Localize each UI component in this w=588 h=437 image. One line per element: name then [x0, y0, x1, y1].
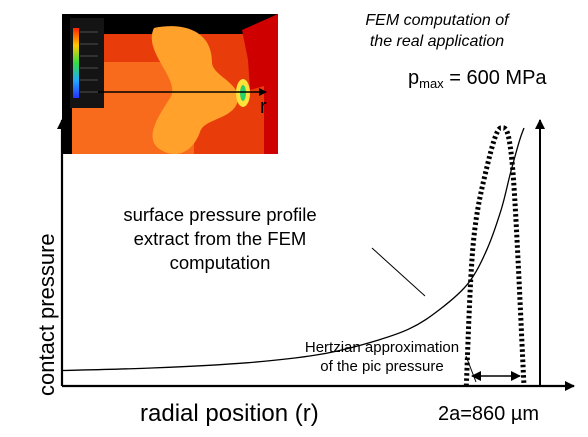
fem-caption-line-1: FEM computation of [365, 12, 509, 29]
profile-annotation-line-1: surface pressure profile [123, 204, 317, 225]
fem-pressure-curve [61, 127, 525, 372]
fem-caption: FEM computation of the real application [312, 10, 562, 52]
pmax-symbol: p [408, 67, 420, 89]
hertz-annotation-line-2: of the pic pressure [320, 358, 444, 375]
y-axis-label: contact pressure [34, 233, 59, 396]
fem-inset-image: r [62, 14, 278, 154]
hertz-leader-line [465, 355, 477, 383]
contact-width-label: 2a=860 µm [438, 403, 540, 425]
inset-core [240, 85, 246, 101]
inset-pressure-zone [151, 26, 239, 154]
pmax-value: = 600 MPa [443, 67, 547, 89]
pmax-label: pmax = 600 MPa [408, 67, 547, 91]
inset-right-block [242, 14, 278, 154]
profile-annotation: surface pressure profile extract from th… [100, 203, 340, 275]
profile-annotation-line-2: extract from the FEM [133, 228, 307, 249]
hertzian-curve [463, 125, 527, 387]
hertz-annotation-line-1: Hertzian approximation [304, 339, 460, 356]
profile-annotation-line-3: computation [169, 252, 271, 273]
x-axis-label: radial position (r) [140, 400, 319, 427]
inset-r-label: r [260, 96, 267, 118]
fem-caption-line-2: the real application [369, 33, 505, 50]
profile-leader-line [371, 247, 426, 297]
pmax-subscript: max [419, 76, 444, 91]
hertz-annotation: Hertzian approximation of the pic pressu… [296, 338, 468, 376]
